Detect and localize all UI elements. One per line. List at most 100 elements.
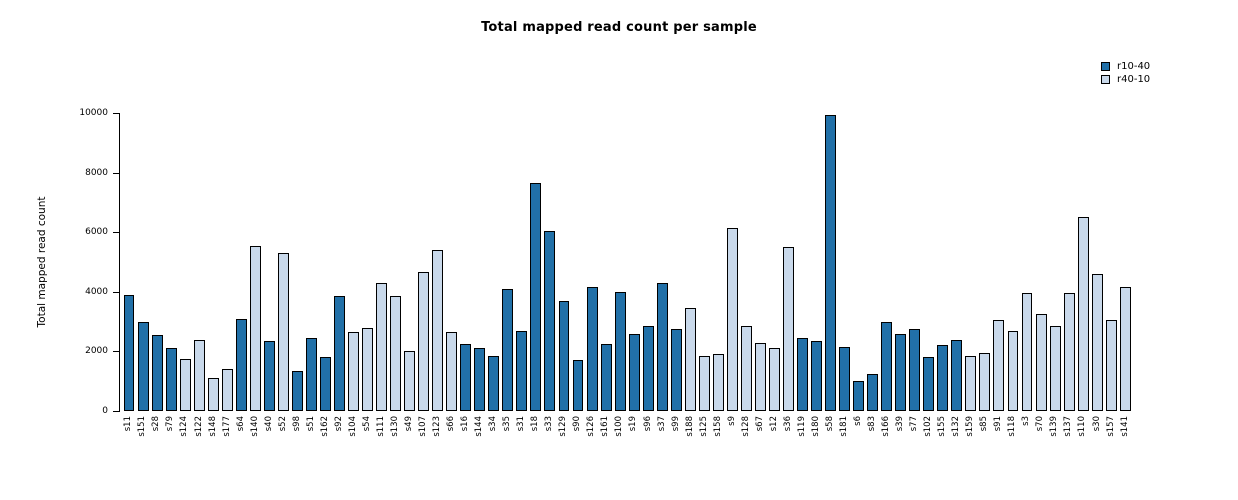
- x-tick-label: s111: [375, 416, 386, 437]
- x-tick-label: s31: [516, 416, 527, 432]
- x-label-slot: s49: [403, 416, 417, 478]
- x-label-slot: s118: [1006, 416, 1020, 478]
- bar-s107: [418, 272, 430, 411]
- bar-s129: [558, 300, 570, 411]
- x-label-slot: s98: [290, 416, 304, 478]
- bar-slot: [613, 113, 627, 411]
- x-label-slot: s139: [1048, 416, 1062, 478]
- bar-slot: [585, 113, 599, 411]
- bar-s111: [376, 282, 388, 411]
- x-tick-label: s70: [1035, 416, 1046, 432]
- bar-s139: [1049, 326, 1061, 411]
- bar-slot: [220, 113, 234, 411]
- bar-s66: [446, 332, 458, 411]
- bar-s49: [404, 351, 416, 411]
- bar-slot: [655, 113, 669, 411]
- bar-slot: [810, 113, 824, 411]
- chart-title: Total mapped read count per sample: [481, 20, 757, 35]
- bar-s181: [839, 346, 851, 411]
- x-label-slot: s107: [417, 416, 431, 478]
- bar-slot: [318, 113, 332, 411]
- bar-s54: [362, 327, 374, 411]
- x-tick-label: s125: [698, 416, 709, 437]
- bar-s30: [1091, 273, 1103, 411]
- y-tick-label: 6000: [85, 227, 108, 238]
- x-tick-label: s67: [754, 416, 765, 432]
- x-tick-label: s66: [446, 416, 457, 432]
- x-tick-label: s19: [628, 416, 639, 432]
- x-label-slot: s52: [276, 416, 290, 478]
- bar-slot: [347, 113, 361, 411]
- bar-slot: [515, 113, 529, 411]
- bar-s70: [1035, 314, 1047, 411]
- bar-slot: [641, 113, 655, 411]
- bar-slot: [739, 113, 753, 411]
- x-tick-label: s162: [319, 416, 330, 437]
- bar-slot: [1090, 113, 1104, 411]
- x-tick-label: s180: [810, 416, 821, 437]
- x-label-slot: s155: [936, 416, 950, 478]
- bar-s144: [474, 348, 486, 411]
- x-label-slot: s92: [332, 416, 346, 478]
- bar-s39: [895, 333, 907, 411]
- x-tick-label: s158: [712, 416, 723, 437]
- plot-area: 0 2000 4000 6000 8000 10000 s11 s151 s28 s79 s124…: [79, 108, 1132, 437]
- x-label-slot: s40: [262, 416, 276, 478]
- bar-slot: [627, 113, 641, 411]
- x-tick-label: s140: [249, 416, 260, 437]
- x-label-slot: s83: [866, 416, 880, 478]
- x-label-slot: s16: [459, 416, 473, 478]
- x-tick-label: s34: [488, 416, 499, 432]
- x-tick-label: s35: [502, 416, 513, 432]
- x-axis-labels: s11 s151 s28 s79 s124 s122 s148 s177 s64 s140 s40 s…: [120, 416, 1132, 478]
- x-label-slot: s85: [978, 416, 992, 478]
- x-tick-label: s104: [347, 416, 358, 437]
- x-label-slot: s9: [725, 416, 739, 478]
- x-label-slot: s158: [711, 416, 725, 478]
- x-label-slot: s66: [445, 416, 459, 478]
- bar-s58: [825, 114, 837, 411]
- bar-slot: [866, 113, 880, 411]
- x-label-slot: s100: [613, 416, 627, 478]
- bar-s99: [670, 329, 682, 411]
- x-label-slot: s12: [767, 416, 781, 478]
- x-tick-label: s77: [909, 416, 920, 432]
- x-tick-label: s159: [965, 416, 976, 437]
- x-tick-label: s96: [642, 416, 653, 432]
- bar-slot: [852, 113, 866, 411]
- x-tick-label: s85: [979, 416, 990, 432]
- bar-slot: [459, 113, 473, 411]
- x-tick-label: s37: [656, 416, 667, 432]
- bar-s130: [390, 296, 402, 411]
- y-tick-label: 4000: [85, 286, 108, 297]
- x-tick-label: s157: [1105, 416, 1116, 437]
- bar-s3: [1021, 293, 1033, 411]
- x-label-slot: s181: [838, 416, 852, 478]
- x-label-slot: s161: [599, 416, 613, 478]
- bar-slot: [725, 113, 739, 411]
- x-label-slot: s36: [781, 416, 795, 478]
- x-tick-label: s28: [151, 416, 162, 432]
- bar-slot: [880, 113, 894, 411]
- x-label-slot: s99: [669, 416, 683, 478]
- x-label-slot: s35: [501, 416, 515, 478]
- x-label-slot: s157: [1104, 416, 1118, 478]
- x-tick-label: s79: [165, 416, 176, 432]
- bar-slot: [375, 113, 389, 411]
- y-tick: [113, 351, 119, 353]
- x-label-slot: s188: [683, 416, 697, 478]
- x-tick-label: s58: [824, 416, 835, 432]
- bar-s157: [1105, 320, 1117, 411]
- bar-s158: [712, 354, 724, 411]
- bar-s100: [614, 291, 626, 411]
- bar-slot: [1034, 113, 1048, 411]
- y-axis-line: [119, 113, 120, 412]
- y-tick: [113, 411, 119, 412]
- bar-slot: [403, 113, 417, 411]
- x-label-slot: s64: [234, 416, 248, 478]
- x-tick-label: s9: [726, 416, 737, 426]
- x-tick-label: s139: [1049, 416, 1060, 437]
- bar-slot: [1062, 113, 1076, 411]
- bar-s188: [684, 308, 696, 411]
